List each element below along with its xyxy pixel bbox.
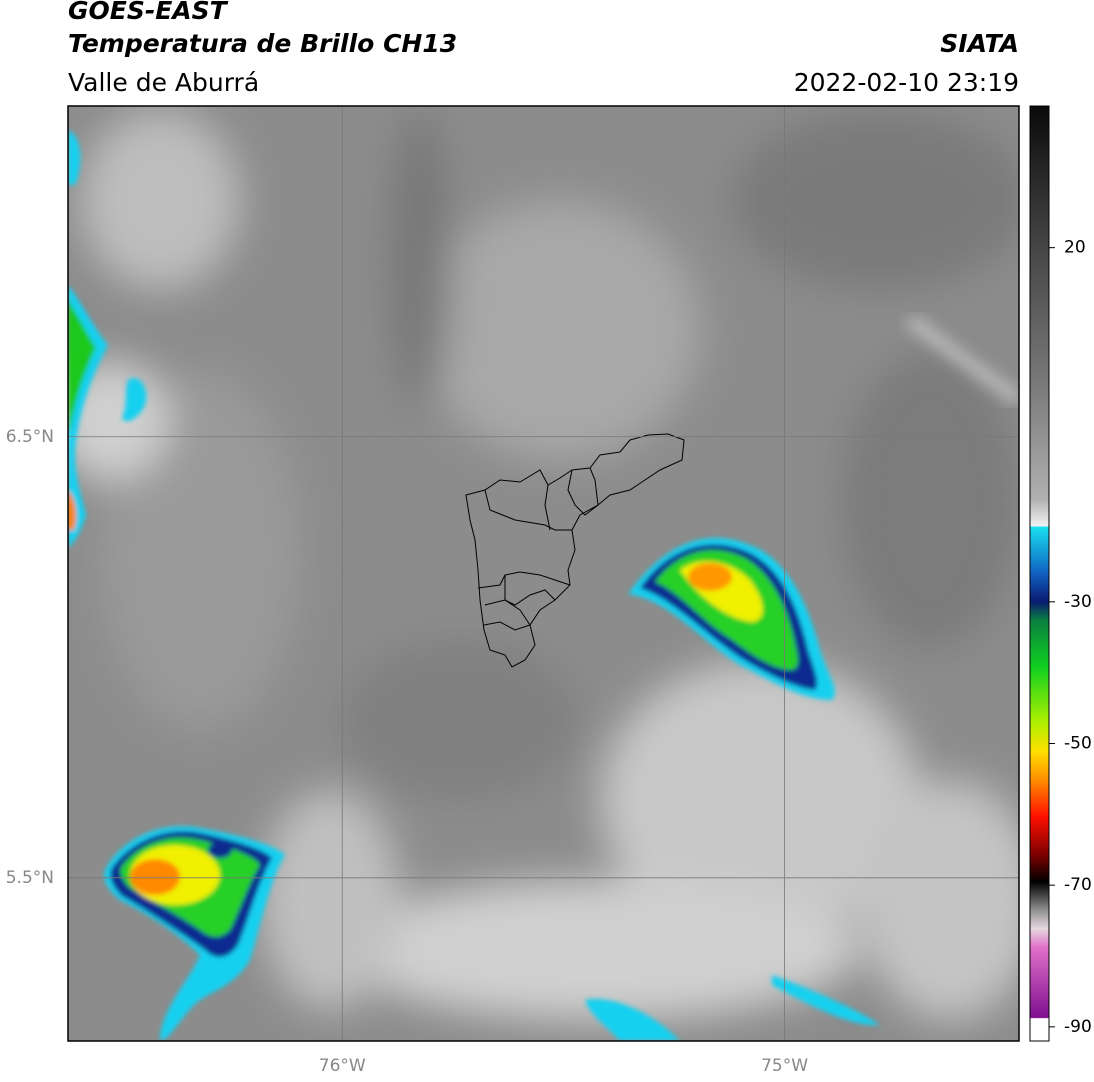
- title: GOES-EAST: [68, 0, 229, 25]
- colorbar-tick-label: 20: [1064, 238, 1086, 258]
- satellite-image: [68, 106, 1019, 1041]
- source: SIATA: [940, 29, 1019, 58]
- grid: [68, 106, 1019, 1041]
- x-tick-label: 75°W: [761, 1056, 808, 1076]
- subtitle: Temperatura de Brillo CH13: [68, 29, 457, 58]
- datetime: 2022-02-10 23:19: [794, 68, 1019, 97]
- map-frame: [67, 105, 1020, 1042]
- colorbar-tick-label: -30: [1064, 592, 1092, 612]
- municipality-outlines: [465, 433, 685, 668]
- x-tick-label: 76°W: [319, 1056, 366, 1076]
- region: Valle de Aburrá: [68, 68, 259, 97]
- colorbar-tick-label: -90: [1064, 1017, 1092, 1037]
- y-tick-label: 6.5°N: [6, 427, 54, 447]
- y-tick-label: 5.5°N: [6, 868, 54, 888]
- colorbar-tick-label: -50: [1064, 734, 1092, 754]
- colorbar-tick-label: -70: [1064, 875, 1092, 895]
- colorbar: [1029, 105, 1050, 1042]
